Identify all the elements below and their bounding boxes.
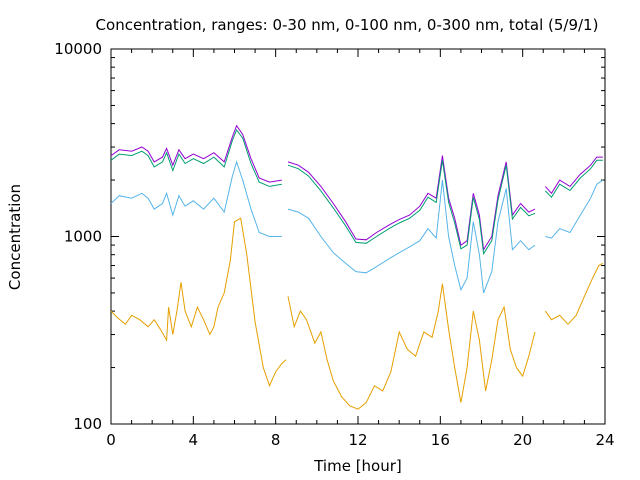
y-axis-label: Concentration xyxy=(6,184,24,290)
x-tick-label: 0 xyxy=(106,431,116,449)
x-tick-label: 4 xyxy=(189,431,199,449)
y-tick-label: 10000 xyxy=(54,40,102,58)
series-lines xyxy=(110,124,604,410)
series-3-line xyxy=(110,160,282,237)
x-tick-label: 8 xyxy=(271,431,281,449)
series-1-line xyxy=(544,156,603,195)
series-4-line xyxy=(544,262,604,326)
series-2-line xyxy=(544,159,603,199)
series-4-line xyxy=(110,217,287,388)
axis-ticks xyxy=(110,48,606,425)
x-tick-label: 24 xyxy=(595,431,614,449)
chart-title: Concentration, ranges: 0-30 nm, 0-100 nm… xyxy=(96,16,599,34)
axis-tick-labels: 0 4 8 12 16 20 24 100 1000 10000 xyxy=(54,40,614,449)
series-2-line xyxy=(110,128,282,187)
series-4-line xyxy=(287,283,536,410)
x-tick-label: 20 xyxy=(513,431,532,449)
series-3-line xyxy=(287,180,536,294)
series-1-line xyxy=(287,155,536,252)
y-tick-label: 1000 xyxy=(64,228,102,246)
y-tick-label: 100 xyxy=(73,415,102,433)
series-1-line xyxy=(110,124,282,183)
series-2-line xyxy=(287,160,536,256)
plot-frame xyxy=(110,48,606,425)
series-3-line xyxy=(545,179,604,239)
x-tick-label: 16 xyxy=(431,431,450,449)
x-axis-label: Time [hour] xyxy=(313,457,402,475)
x-tick-label: 12 xyxy=(348,431,367,449)
